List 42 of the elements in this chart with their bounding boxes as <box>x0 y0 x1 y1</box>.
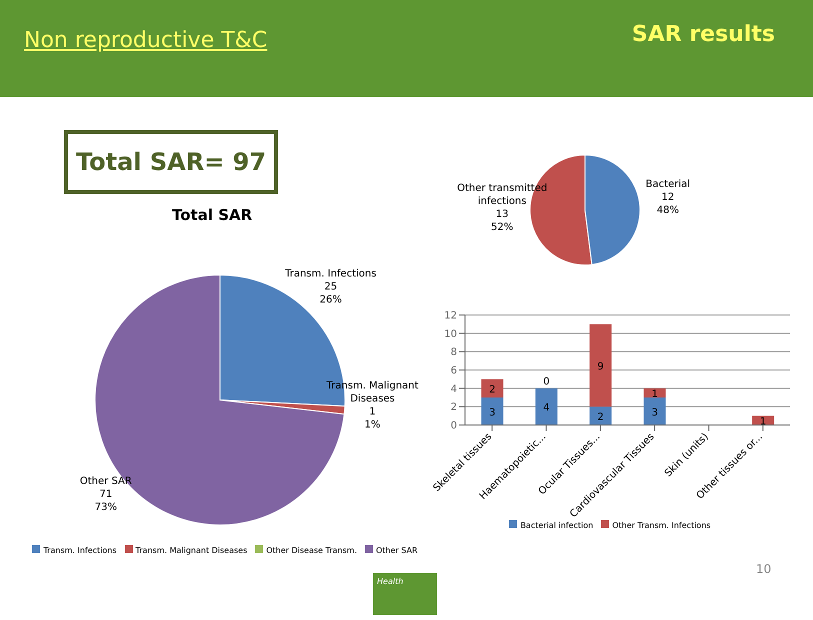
data-label: 1 1% <box>364 406 380 430</box>
data-label: 71 73% <box>94 488 117 513</box>
legend-label: Other Transm. Infections <box>611 520 711 530</box>
y-tick-label: 4 <box>450 384 457 395</box>
chart-title: Total SAR <box>172 206 252 224</box>
text: Non reproductive T&C <box>24 28 268 53</box>
slice-label: Transm. Infections <box>284 268 376 280</box>
text: Total SAR= 97 <box>64 130 278 194</box>
data-label: 13 52% <box>491 209 514 234</box>
data-label: 2 <box>489 384 496 396</box>
bar <box>481 398 504 425</box>
bar <box>590 324 612 407</box>
data-label: 0 <box>543 376 550 388</box>
bar <box>644 398 666 425</box>
data-label: 12 48% <box>656 192 679 216</box>
legend-label: Transm. Malignant Diseases <box>134 545 248 555</box>
data-label: 4 <box>543 402 550 414</box>
y-tick-label: 12 <box>444 310 457 322</box>
data-label: 2 <box>597 412 604 423</box>
bar <box>644 388 666 398</box>
legend-label: Other SAR <box>375 545 418 555</box>
data-label: 25 26% <box>320 281 342 306</box>
data-label: 9 <box>597 361 604 372</box>
bar <box>481 379 504 398</box>
y-tick-label: 0 <box>450 420 457 432</box>
y-tick-label: 2 <box>450 402 457 414</box>
data-label: 3 <box>652 407 658 418</box>
data-label: 1 <box>760 416 766 428</box>
y-tick-label: 8 <box>450 347 457 358</box>
data-label: 3 <box>489 407 496 418</box>
legend-label: Transm. Infections <box>42 545 117 555</box>
y-tick-label: 6 <box>450 366 457 377</box>
y-tick-label: 10 <box>444 328 457 340</box>
bar <box>535 388 558 425</box>
slice-label: Bacterial <box>646 178 690 190</box>
bar <box>590 406 612 425</box>
legend-label: Bacterial infection <box>519 520 594 530</box>
text: 10 <box>756 562 772 576</box>
legend-label: Other Disease Transm. <box>265 545 357 555</box>
data-label: 1 <box>652 388 658 400</box>
text: Health <box>373 573 437 615</box>
text: SAR results <box>632 22 775 47</box>
